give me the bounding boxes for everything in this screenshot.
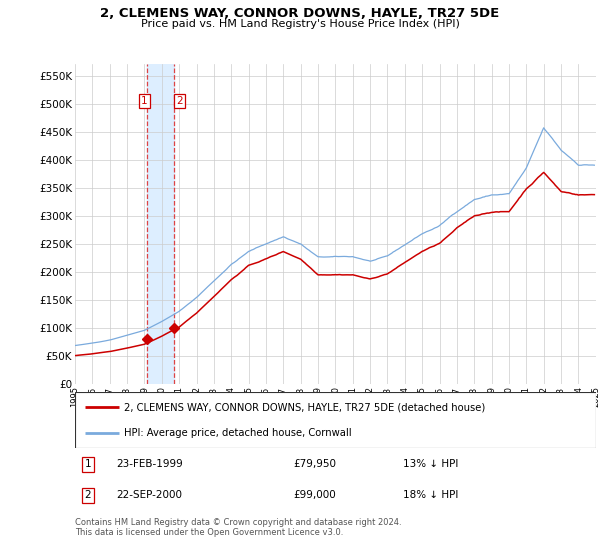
Text: 1: 1: [85, 459, 91, 469]
Text: £79,950: £79,950: [294, 459, 337, 469]
Text: 1: 1: [141, 96, 148, 106]
Text: 23-FEB-1999: 23-FEB-1999: [116, 459, 184, 469]
Text: 2, CLEMENS WAY, CONNOR DOWNS, HAYLE, TR27 5DE: 2, CLEMENS WAY, CONNOR DOWNS, HAYLE, TR2…: [100, 7, 500, 20]
Text: 2: 2: [85, 490, 91, 500]
Text: 18% ↓ HPI: 18% ↓ HPI: [403, 490, 458, 500]
Text: 2: 2: [176, 96, 183, 106]
FancyBboxPatch shape: [75, 392, 596, 448]
Text: 2, CLEMENS WAY, CONNOR DOWNS, HAYLE, TR27 5DE (detached house): 2, CLEMENS WAY, CONNOR DOWNS, HAYLE, TR2…: [124, 402, 486, 412]
Text: £99,000: £99,000: [294, 490, 337, 500]
Text: 22-SEP-2000: 22-SEP-2000: [116, 490, 182, 500]
Text: HPI: Average price, detached house, Cornwall: HPI: Average price, detached house, Corn…: [124, 428, 352, 438]
Text: 13% ↓ HPI: 13% ↓ HPI: [403, 459, 458, 469]
Text: Contains HM Land Registry data © Crown copyright and database right 2024.
This d: Contains HM Land Registry data © Crown c…: [75, 518, 401, 538]
Bar: [146, 64, 174, 384]
Text: Price paid vs. HM Land Registry's House Price Index (HPI): Price paid vs. HM Land Registry's House …: [140, 19, 460, 29]
